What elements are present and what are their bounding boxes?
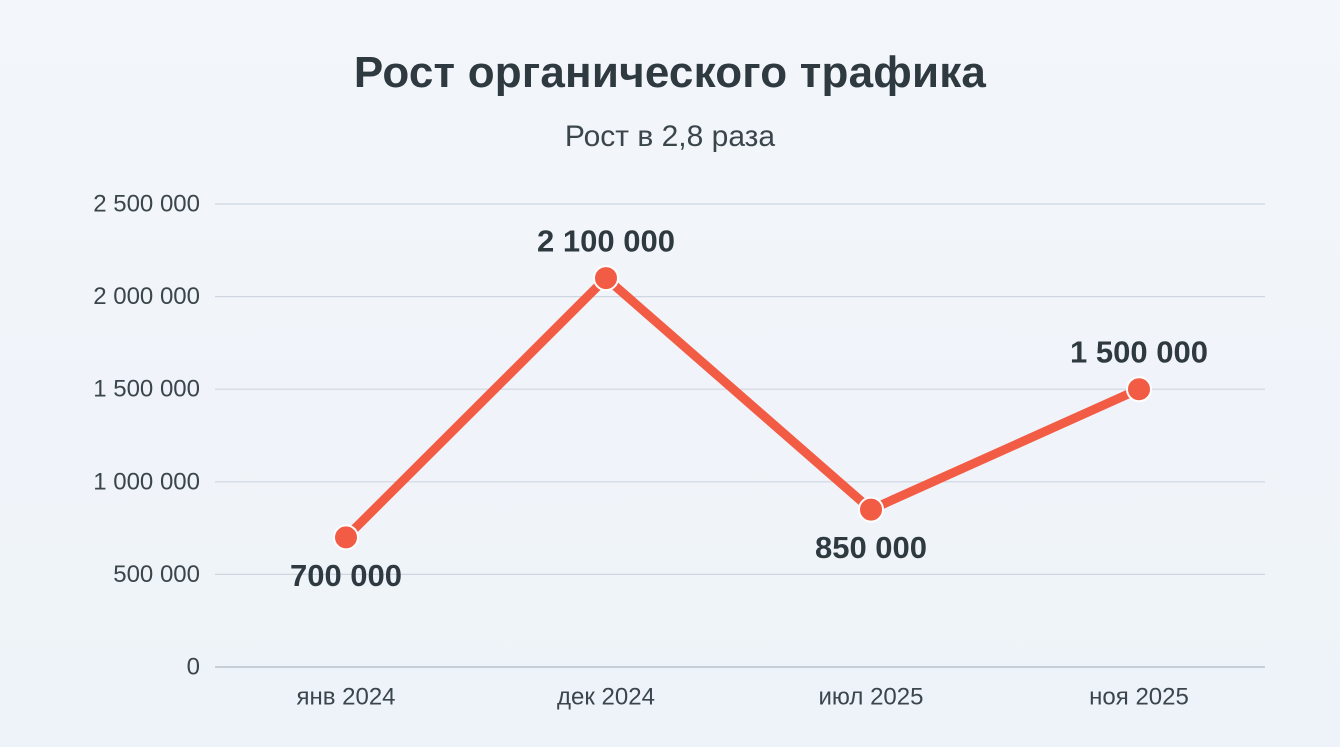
data-point — [858, 496, 884, 523]
y-tick-label: 2 500 000 — [93, 191, 200, 218]
y-tick-label: 0 — [187, 654, 200, 681]
series-line-group — [333, 265, 1152, 551]
x-tick-label: дек 2024 — [557, 684, 655, 711]
data-point — [1126, 376, 1152, 403]
y-tick-label: 1 500 000 — [93, 376, 200, 403]
x-tick-label: июл 2025 — [819, 684, 924, 711]
y-axis-tick-labels: 0 500 000 1 000 000 1 500 000 2 000 000 2 500… — [93, 191, 200, 681]
data-point — [593, 265, 619, 292]
y-tick-label: 500 000 — [113, 561, 200, 588]
data-point — [333, 524, 359, 551]
y-tick-label: 1 000 000 — [93, 468, 200, 495]
chart-subtitle: Рост в 2,8 раза — [564, 120, 776, 153]
gridlines — [215, 203, 1265, 668]
x-tick-label: ноя 2025 — [1089, 684, 1189, 711]
y-tick-label: 2 000 000 — [93, 283, 200, 310]
data-label: 700 000 — [290, 558, 402, 593]
data-label: 1 500 000 — [1070, 335, 1208, 370]
data-label: 850 000 — [815, 530, 927, 565]
series-line — [341, 273, 1144, 542]
x-axis-tick-labels: янв 2024 дек 2024 июл 2025 ноя 2025 — [296, 684, 1188, 711]
chart-title: Рост органического трафика — [353, 48, 987, 97]
x-tick-label: янв 2024 — [296, 684, 395, 711]
data-labels: 700 000 2 100 000 850 000 1 500 000 — [290, 224, 1208, 593]
data-label: 2 100 000 — [537, 224, 675, 259]
